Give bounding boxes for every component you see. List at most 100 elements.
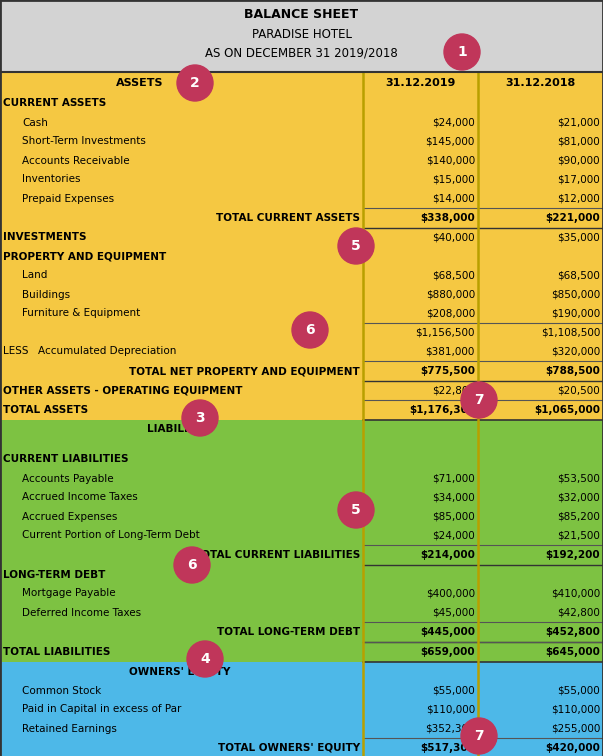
Text: Land: Land [22,271,48,280]
Text: 7: 7 [474,729,484,743]
Bar [0,342,603,361]
Bar [0,113,603,132]
Text: TOTAL CURRENT ASSETS: TOTAL CURRENT ASSETS [216,213,360,223]
Circle shape [461,382,497,418]
Text: 6: 6 [187,558,197,572]
Text: $190,000: $190,000 [551,308,600,318]
Bar [0,189,603,208]
Text: 7: 7 [474,393,484,407]
Text: $81,000: $81,000 [557,137,600,147]
Text: Accounts Receivable: Accounts Receivable [22,156,130,166]
Bar [0,304,603,323]
Text: $110,000: $110,000 [426,705,475,714]
Text: $71,000: $71,000 [432,473,475,484]
Bar [0,526,603,545]
Text: $214,000: $214,000 [420,550,475,560]
Text: TOTAL NET PROPERTY AND EQUIPMENT: TOTAL NET PROPERTY AND EQUIPMENT [129,366,360,376]
Bar [0,622,603,642]
Text: Short-Term Investments: Short-Term Investments [22,137,146,147]
Text: AS ON DECEMBER 31 2019/2018: AS ON DECEMBER 31 2019/2018 [205,47,398,60]
Text: $90,000: $90,000 [557,156,600,166]
Text: $775,500: $775,500 [420,366,475,376]
Text: $24,000: $24,000 [432,117,475,128]
Text: $40,000: $40,000 [432,233,475,243]
Text: $221,000: $221,000 [545,213,600,223]
Bar [0,681,603,700]
Text: $68,500: $68,500 [557,271,600,280]
Text: TOTAL ASSETS: TOTAL ASSETS [3,405,88,415]
Text: $452,800: $452,800 [545,627,600,637]
Text: Accrued Expenses: Accrued Expenses [22,512,118,522]
Text: LESS: LESS [3,346,28,357]
Bar [0,323,603,342]
Text: $400,000: $400,000 [426,588,475,599]
Text: $110,000: $110,000 [551,705,600,714]
Text: $140,000: $140,000 [426,156,475,166]
Bar [0,642,603,662]
Text: Prepaid Expenses: Prepaid Expenses [22,194,114,203]
Bar [0,488,603,507]
Text: BALANCE SHEET: BALANCE SHEET [244,8,359,21]
Circle shape [444,34,480,70]
Bar [0,603,603,622]
Text: $352,300: $352,300 [426,723,475,733]
Text: PARADISE HOTEL: PARADISE HOTEL [251,27,352,41]
Text: $145,000: $145,000 [426,137,475,147]
Text: $85,200: $85,200 [557,512,600,522]
Text: ASSETS: ASSETS [116,78,164,88]
Text: $192,200: $192,200 [545,550,600,560]
Text: $445,000: $445,000 [420,627,475,637]
Text: $1,065,000: $1,065,000 [534,405,600,415]
Circle shape [292,312,328,348]
Text: $338,000: $338,000 [420,213,475,223]
Text: $53,500: $53,500 [557,473,600,484]
Text: Current Portion of Long-Term Debt: Current Portion of Long-Term Debt [22,531,200,541]
Circle shape [177,65,213,101]
Text: $68,500: $68,500 [432,271,475,280]
Circle shape [461,718,497,754]
Circle shape [182,400,218,436]
Text: 5: 5 [351,503,361,517]
Text: $659,000: $659,000 [420,647,475,657]
Bar [0,420,603,439]
Text: $35,000: $35,000 [557,233,600,243]
Text: $20,500: $20,500 [557,386,600,395]
Bar [0,228,603,247]
Bar [0,584,603,603]
Text: LIABILITIES: LIABILITIES [147,425,213,435]
Text: INVESTMENTS: INVESTMENTS [3,233,86,243]
Text: Inventories: Inventories [22,175,80,184]
Text: 5: 5 [351,239,361,253]
Text: $12,000: $12,000 [557,194,600,203]
Text: 4: 4 [200,652,210,666]
Bar [0,247,603,266]
Text: $42,800: $42,800 [557,608,600,618]
Text: Common Stock: Common Stock [22,686,101,696]
Text: $34,000: $34,000 [432,492,475,503]
Text: $1,108,500: $1,108,500 [541,327,600,337]
Text: $22,800: $22,800 [432,386,475,395]
Bar [0,738,603,756]
Text: Mortgage Payable: Mortgage Payable [22,588,116,599]
Text: $880,000: $880,000 [426,290,475,299]
Text: $24,000: $24,000 [432,531,475,541]
Bar [0,266,603,285]
Text: 1: 1 [457,45,467,59]
Bar [0,0,603,72]
Text: $645,000: $645,000 [545,647,600,657]
Text: Furniture & Equipment: Furniture & Equipment [22,308,140,318]
Text: TOTAL CURRENT LIABILITIES: TOTAL CURRENT LIABILITIES [194,550,360,560]
Text: OWNERS' EQUITY: OWNERS' EQUITY [129,667,231,677]
Bar [0,208,603,228]
Circle shape [187,641,223,677]
Text: $15,000: $15,000 [432,175,475,184]
Text: Deferred Income Taxes: Deferred Income Taxes [22,608,141,618]
Text: $55,000: $55,000 [432,686,475,696]
Text: Cash: Cash [22,117,48,128]
Bar [0,700,603,719]
Text: $255,000: $255,000 [551,723,600,733]
Text: $410,000: $410,000 [551,588,600,599]
Text: $850,000: $850,000 [551,290,600,299]
Text: $17,000: $17,000 [557,175,600,184]
Bar [0,439,603,450]
